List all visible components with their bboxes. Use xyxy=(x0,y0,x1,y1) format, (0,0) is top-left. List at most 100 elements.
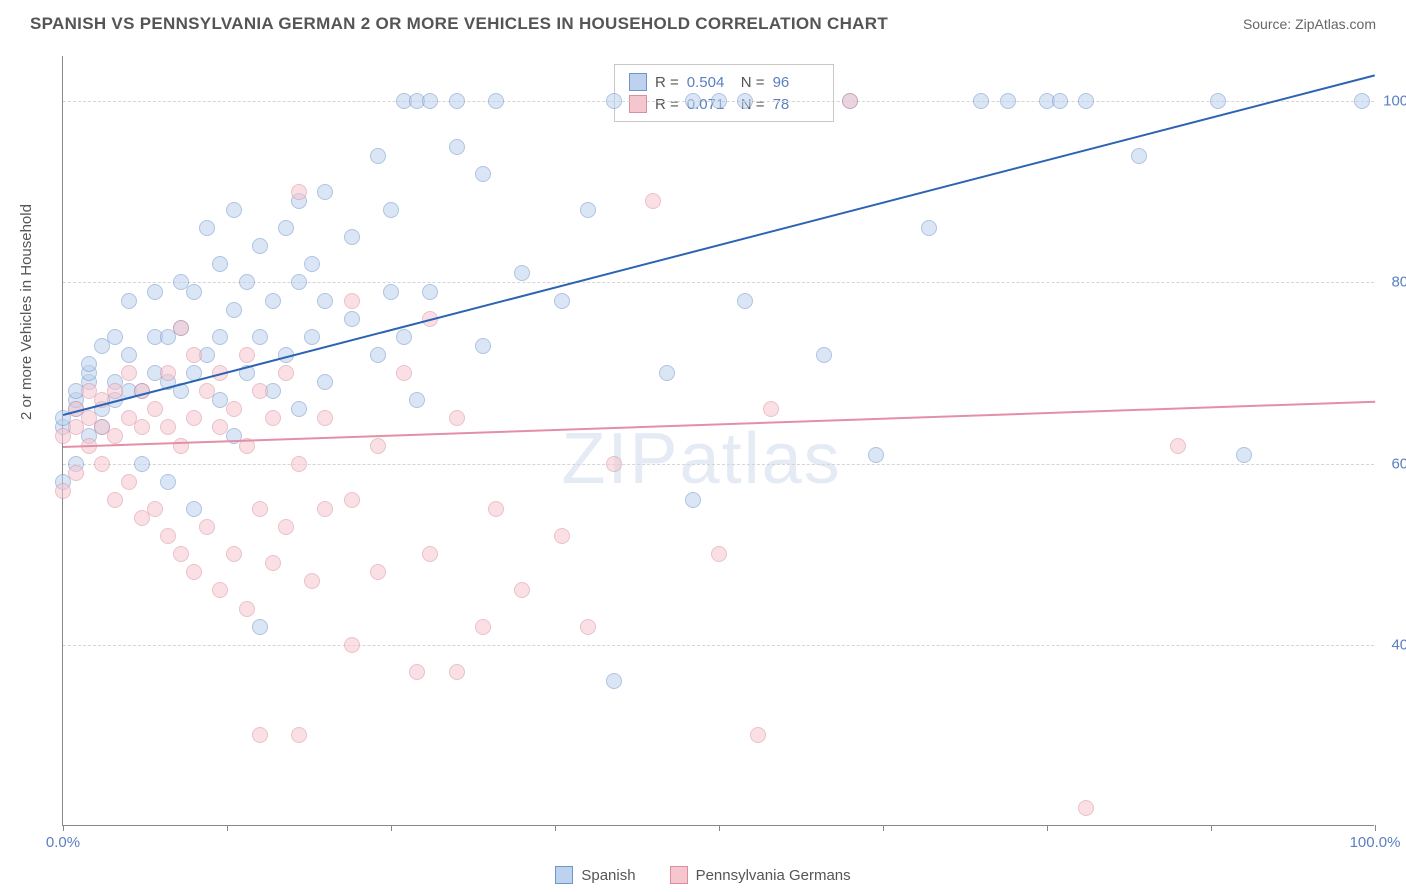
data-point xyxy=(278,220,294,236)
legend: Spanish Pennsylvania Germans xyxy=(0,866,1406,884)
data-point xyxy=(239,601,255,617)
data-point xyxy=(1236,447,1252,463)
data-point xyxy=(685,93,701,109)
y-tick-label: 60.0% xyxy=(1391,455,1406,472)
data-point xyxy=(291,401,307,417)
data-point xyxy=(212,256,228,272)
data-point xyxy=(383,202,399,218)
watermark: ZIPatlas xyxy=(562,418,842,500)
data-point xyxy=(554,293,570,309)
data-point xyxy=(252,329,268,345)
stats-r-value: 0.504 xyxy=(687,74,733,91)
data-point xyxy=(121,293,137,309)
data-point xyxy=(147,501,163,517)
data-point xyxy=(344,293,360,309)
data-point xyxy=(659,365,675,381)
data-point xyxy=(186,501,202,517)
data-point xyxy=(107,383,123,399)
data-point xyxy=(121,474,137,490)
data-point xyxy=(737,293,753,309)
data-point xyxy=(514,582,530,598)
data-point xyxy=(449,664,465,680)
x-tick-mark xyxy=(719,825,720,831)
data-point xyxy=(580,619,596,635)
data-point xyxy=(226,302,242,318)
data-point xyxy=(1131,148,1147,164)
data-point xyxy=(160,419,176,435)
data-point xyxy=(265,410,281,426)
data-point xyxy=(763,401,779,417)
legend-label: Pennsylvania Germans xyxy=(696,867,851,884)
data-point xyxy=(685,492,701,508)
data-point xyxy=(370,438,386,454)
data-point xyxy=(160,474,176,490)
data-point xyxy=(107,492,123,508)
data-point xyxy=(55,483,71,499)
data-point xyxy=(1078,800,1094,816)
legend-label: Spanish xyxy=(581,867,635,884)
data-point xyxy=(304,573,320,589)
stats-n-value: 96 xyxy=(773,74,819,91)
data-point xyxy=(409,664,425,680)
gridline xyxy=(63,645,1374,646)
x-tick-mark xyxy=(391,825,392,831)
data-point xyxy=(226,546,242,562)
chart-title: SPANISH VS PENNSYLVANIA GERMAN 2 OR MORE… xyxy=(30,14,888,34)
data-point xyxy=(1210,93,1226,109)
data-point xyxy=(94,456,110,472)
data-point xyxy=(1354,93,1370,109)
data-point xyxy=(199,519,215,535)
data-point xyxy=(304,256,320,272)
data-point xyxy=(317,184,333,200)
data-point xyxy=(252,727,268,743)
data-point xyxy=(291,184,307,200)
data-point xyxy=(160,528,176,544)
data-point xyxy=(107,428,123,444)
series-swatch xyxy=(629,73,647,91)
legend-item: Pennsylvania Germans xyxy=(670,866,851,884)
data-point xyxy=(383,284,399,300)
data-point xyxy=(317,293,333,309)
x-tick-label: 100.0% xyxy=(1350,834,1401,851)
x-tick-mark xyxy=(1375,825,1376,831)
data-point xyxy=(973,93,989,109)
x-tick-mark xyxy=(1211,825,1212,831)
data-point xyxy=(737,93,753,109)
data-point xyxy=(344,229,360,245)
data-point xyxy=(317,501,333,517)
x-tick-mark xyxy=(883,825,884,831)
data-point xyxy=(291,456,307,472)
data-point xyxy=(173,320,189,336)
data-point xyxy=(186,347,202,363)
x-tick-mark xyxy=(63,825,64,831)
correlation-stats-box: R =0.504N =96R =0.071N =78 xyxy=(614,64,834,122)
data-point xyxy=(711,546,727,562)
data-point xyxy=(226,401,242,417)
data-point xyxy=(514,265,530,281)
data-point xyxy=(921,220,937,236)
data-point xyxy=(475,166,491,182)
data-point xyxy=(212,329,228,345)
data-point xyxy=(186,410,202,426)
y-tick-label: 80.0% xyxy=(1391,274,1406,291)
data-point xyxy=(134,456,150,472)
data-point xyxy=(449,139,465,155)
data-point xyxy=(422,284,438,300)
source-attribution: Source: ZipAtlas.com xyxy=(1243,16,1376,32)
data-point xyxy=(239,274,255,290)
data-point xyxy=(107,329,123,345)
data-point xyxy=(1052,93,1068,109)
data-point xyxy=(396,329,412,345)
data-point xyxy=(344,637,360,653)
data-point xyxy=(173,438,189,454)
data-point xyxy=(1078,93,1094,109)
data-point xyxy=(265,293,281,309)
x-tick-mark xyxy=(1047,825,1048,831)
data-point xyxy=(252,501,268,517)
gridline xyxy=(63,282,1374,283)
data-point xyxy=(344,311,360,327)
data-point xyxy=(396,365,412,381)
data-point xyxy=(121,365,137,381)
data-point xyxy=(370,347,386,363)
gridline xyxy=(63,464,1374,465)
